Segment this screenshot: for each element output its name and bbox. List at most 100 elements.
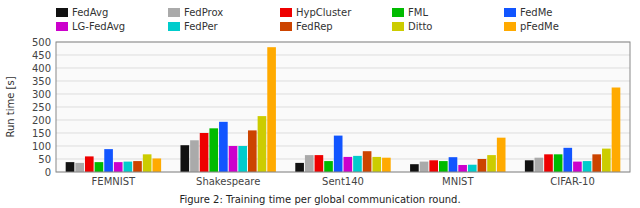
y-tick-label: 100: [32, 141, 51, 152]
bar: [583, 161, 592, 172]
bar: [229, 146, 238, 172]
bar: [602, 149, 611, 172]
bar: [449, 157, 458, 172]
grid-line: [56, 159, 630, 160]
x-tick-label: FEMNIST: [92, 176, 136, 187]
legend-label: FedPer: [184, 21, 219, 32]
bar: [66, 162, 75, 172]
y-tick-label: 300: [32, 89, 51, 100]
legend-swatch: [504, 8, 516, 17]
bar: [554, 154, 563, 172]
bar: [114, 162, 123, 172]
bar: [190, 140, 199, 172]
plot-frame: [56, 42, 630, 172]
legend-swatch: [392, 22, 404, 31]
y-axis-label: Run time [s]: [5, 76, 16, 137]
bar: [468, 165, 477, 172]
legend-swatch: [392, 8, 404, 17]
bar: [573, 162, 582, 172]
grid-line: [56, 81, 630, 82]
bar: [267, 47, 276, 172]
bar: [410, 164, 419, 172]
caption: Figure 2: Training time per global commu…: [179, 194, 460, 205]
bar: [200, 133, 209, 172]
legend-swatch: [280, 22, 292, 31]
bar: [478, 159, 487, 172]
legend-label: LG-FedAvg: [72, 21, 125, 32]
grid-line: [56, 68, 630, 69]
y-tick-label: 200: [32, 115, 51, 126]
grid-line: [56, 107, 630, 108]
bar: [152, 158, 161, 172]
bar: [104, 149, 113, 172]
bar: [458, 165, 467, 172]
legend-swatch: [168, 22, 180, 31]
bar: [85, 156, 94, 172]
bar: [143, 154, 152, 172]
y-tick-label: 500: [32, 37, 51, 48]
bar: [344, 157, 353, 172]
legend-label: FedProx: [184, 7, 223, 18]
legend-label: Ditto: [408, 21, 432, 32]
bar: [353, 156, 362, 172]
bar: [315, 155, 324, 172]
y-tick-label: 50: [38, 154, 51, 165]
legend-label: HypCluster: [296, 7, 352, 18]
legend-label: pFedMe: [520, 21, 559, 32]
grid-line: [56, 94, 630, 95]
legend-swatch: [168, 8, 180, 17]
y-tick-label: 450: [32, 50, 51, 61]
legend: FedAvg FedProx HypCluster FML FedMe LG-FedAvg…: [56, 7, 559, 32]
chart: FedAvg FedProx HypCluster FML FedMe LG-FedAvg…: [0, 0, 640, 208]
x-tick-label: MNIST: [442, 176, 474, 187]
legend-label: FedAvg: [72, 7, 108, 18]
bar: [248, 130, 257, 172]
x-tick-label: Shakespeare: [196, 176, 260, 187]
bar: [372, 157, 381, 172]
bar: [305, 155, 314, 172]
y-tick-label: 400: [32, 63, 51, 74]
bar: [334, 136, 343, 172]
bar: [525, 160, 534, 172]
bar: [124, 162, 133, 172]
bar: [487, 155, 496, 172]
legend-label: FedMe: [520, 7, 553, 18]
bar: [133, 161, 142, 172]
grid-line: [56, 133, 630, 134]
bar: [238, 146, 247, 172]
bar: [219, 122, 228, 172]
bar: [180, 145, 189, 172]
bar: [258, 116, 267, 172]
y-tick-label: 250: [32, 102, 51, 113]
plot-background: [56, 42, 630, 172]
grid-line: [56, 55, 630, 56]
legend-swatch: [504, 22, 516, 31]
x-tick-label: Sent140: [322, 176, 364, 187]
y-tick-label: 150: [32, 128, 51, 139]
legend-swatch: [56, 8, 68, 17]
bar: [382, 158, 391, 172]
bar: [612, 88, 621, 173]
bar: [324, 161, 333, 172]
bar: [535, 158, 544, 172]
bar: [420, 162, 429, 172]
legend-label: FedRep: [296, 21, 333, 32]
bar: [295, 163, 304, 172]
bar: [544, 154, 553, 172]
bar: [75, 163, 84, 172]
legend-swatch: [280, 8, 292, 17]
bar: [563, 148, 572, 172]
legend-label: FML: [408, 7, 428, 18]
legend-swatch: [56, 22, 68, 31]
bar: [95, 162, 104, 172]
y-tick-label: 350: [32, 76, 51, 87]
bar: [439, 161, 448, 172]
bar: [592, 154, 601, 172]
x-tick-label: CIFAR-10: [550, 176, 594, 187]
grid-line: [56, 120, 630, 121]
bar: [497, 138, 506, 172]
bar: [429, 160, 438, 172]
y-tick-label: 0: [45, 167, 51, 178]
bar: [209, 128, 218, 172]
bar: [363, 151, 372, 172]
